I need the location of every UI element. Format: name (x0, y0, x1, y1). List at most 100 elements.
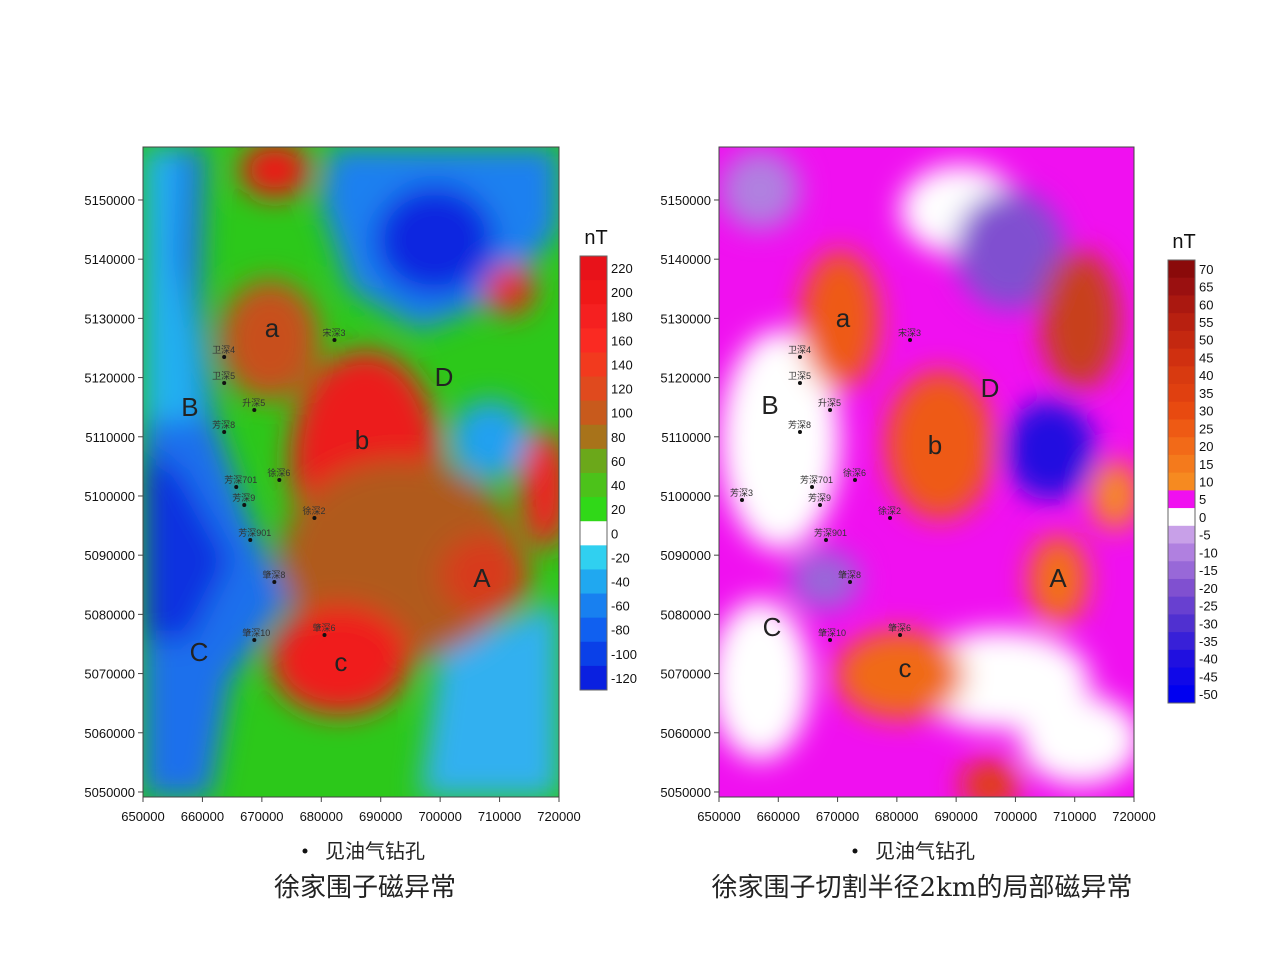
x-tick-label: 720000 (1112, 809, 1155, 824)
x-tick-label: 720000 (537, 809, 580, 824)
y-tick-label: 5150000 (660, 193, 711, 208)
colorbar-label: 40 (1199, 368, 1213, 383)
well-label: 芳深701 (224, 474, 257, 485)
colorbar-label: -20 (1199, 581, 1218, 596)
well-label: 徐深6 (843, 467, 866, 478)
colorbar-swatch (580, 400, 607, 426)
colorbar-swatch (1168, 366, 1195, 385)
caption: 徐家围子磁异常 (274, 873, 456, 903)
colorbar-swatch (1168, 578, 1195, 598)
colorbar-label: 0 (611, 526, 618, 541)
well-label: 徐深2 (302, 505, 325, 516)
colorbar-label: -10 (1199, 545, 1218, 560)
well-label: 芳深8 (212, 419, 235, 430)
colorbar-swatch (1168, 614, 1195, 633)
colorbar-swatch (580, 521, 607, 546)
colorbar-label: 65 (1199, 280, 1213, 295)
well (248, 537, 253, 542)
well-label: 芳深701 (800, 474, 833, 485)
well (797, 354, 802, 359)
well (853, 477, 858, 482)
anomaly-label: b (355, 425, 369, 455)
x-tick-label: 660000 (757, 809, 800, 824)
colorbar-swatch (580, 424, 607, 450)
colorbar-swatch (1168, 384, 1195, 403)
well-label: 肇深6 (312, 622, 335, 633)
anomaly-label: C (763, 612, 782, 642)
colorbar-swatch (1168, 596, 1195, 615)
x-tick-label: 680000 (300, 809, 343, 824)
colorbar-swatch (580, 593, 607, 619)
colorbar-label: -120 (611, 671, 637, 686)
colorbar-swatch (1168, 313, 1195, 332)
x-tick-label: 700000 (994, 809, 1037, 824)
colorbar-label: -5 (1199, 528, 1211, 543)
colorbar-swatch (1168, 667, 1195, 686)
anomaly-label: B (181, 392, 198, 422)
colorbar-label: 45 (1199, 350, 1213, 365)
colorbar-swatch (1168, 649, 1195, 669)
y-tick-label: 5130000 (84, 311, 135, 326)
well-label: 升深5 (818, 398, 841, 408)
colorbar-swatch (1168, 632, 1195, 651)
well (222, 429, 227, 434)
colorbar-swatch (580, 256, 607, 281)
anomaly-label: A (473, 563, 491, 593)
anomaly-label: D (981, 373, 1000, 403)
colorbar-swatch (580, 665, 607, 691)
colorbar-swatch (580, 280, 607, 305)
colorbar-label: -45 (1199, 669, 1218, 684)
y-tick-label: 5120000 (84, 371, 135, 386)
well-label: 宋深3 (322, 327, 345, 338)
anomaly-label: C (190, 637, 209, 667)
colorbar-swatch (1168, 490, 1195, 509)
anomaly-label: a (836, 303, 851, 333)
colorbar-swatch (1168, 437, 1195, 456)
colorbar-swatch (1168, 543, 1195, 562)
colorbar-label: -40 (611, 575, 630, 590)
colorbar-swatch (1168, 348, 1195, 367)
colorbar-swatch (1168, 525, 1195, 545)
y-tick-label: 5150000 (84, 193, 135, 208)
colorbar-swatch (1168, 277, 1195, 296)
colorbar-swatch (1168, 561, 1195, 580)
colorbar-label: 160 (611, 333, 633, 348)
plot-frame (718, 146, 1135, 798)
well-label: 卫深5 (212, 371, 235, 381)
well (332, 337, 337, 342)
well (810, 484, 815, 489)
y-tick-label: 5090000 (660, 548, 711, 563)
colorbar-label: 200 (611, 285, 633, 300)
legend-marker (852, 848, 858, 854)
colorbar-label: 20 (1199, 439, 1213, 454)
x-tick-label: 650000 (121, 809, 164, 824)
colorbar-label: 30 (1199, 404, 1213, 419)
colorbar-swatch (1168, 685, 1195, 704)
y-tick-label: 5080000 (660, 607, 711, 622)
colorbar-swatch (580, 352, 607, 378)
colorbar-swatch (580, 569, 607, 595)
x-tick-label: 670000 (816, 809, 859, 824)
colorbar-swatch (1168, 454, 1195, 474)
x-tick-label: 650000 (697, 809, 740, 824)
colorbar-label: -80 (611, 623, 630, 638)
colorbar-swatch (580, 304, 607, 329)
colorbar-swatch (1168, 260, 1195, 279)
legend-marker (302, 848, 308, 854)
well-label: 芳深8 (788, 419, 811, 430)
colorbar-label: 180 (611, 309, 633, 324)
colorbar-swatch (580, 497, 607, 522)
colorbar-swatch (580, 641, 607, 667)
colorbar-label: -25 (1199, 599, 1218, 614)
map-fill (143, 147, 559, 797)
well (888, 515, 893, 520)
y-tick-label: 5070000 (84, 667, 135, 682)
x-tick-label: 670000 (240, 809, 283, 824)
colorbar-label: 120 (611, 382, 633, 397)
colorbar-label: 10 (1199, 475, 1213, 490)
colorbar-swatch (1168, 295, 1195, 314)
colorbar-label: -20 (611, 550, 630, 565)
colorbar-swatch (580, 473, 607, 498)
y-tick-label: 5050000 (660, 785, 711, 800)
